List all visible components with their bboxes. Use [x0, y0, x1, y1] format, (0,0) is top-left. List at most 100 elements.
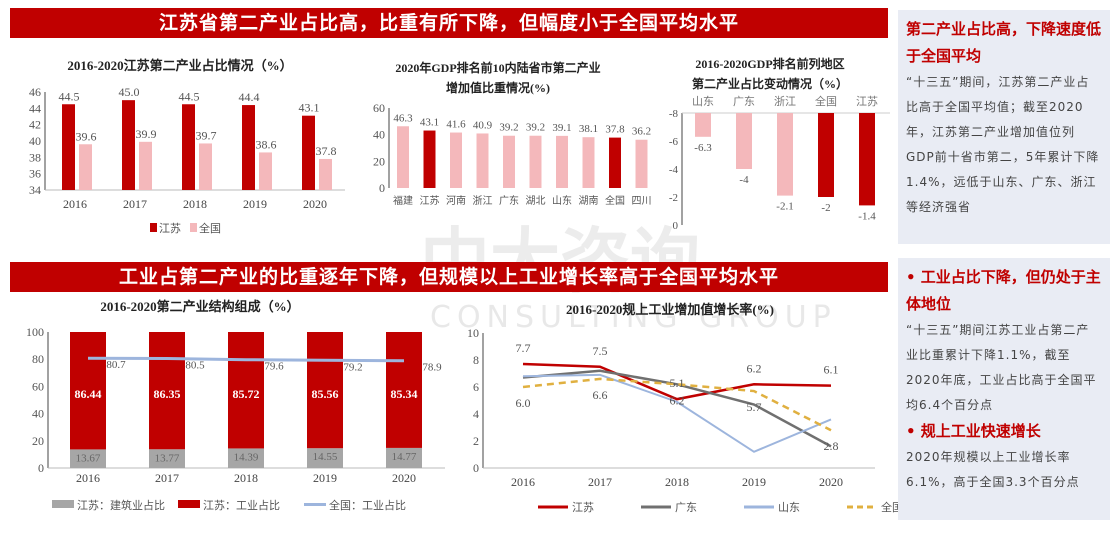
bar-全国 [319, 158, 332, 190]
x-tick-label: 江苏 [420, 194, 440, 207]
y-tick-label: 0 [673, 220, 679, 232]
x-tick-label: 湖北 [526, 195, 546, 207]
legend-label: 广东 [675, 501, 697, 514]
x-tick-label: 2020 [819, 475, 843, 489]
x-tick-label: 2019 [243, 197, 267, 211]
data-label: -1.4 [858, 210, 876, 222]
y-tick-label: 42 [29, 118, 41, 132]
data-label: 40.9 [473, 119, 493, 131]
y-tick-label: 0 [379, 181, 385, 195]
x-tick-label: 福建 [393, 194, 413, 207]
chart-industrial-growth: 2016-2020规上工业增加值增长率(%) 0 2 4 6 8 10 2016 2017 201… [467, 302, 903, 514]
x-tick-label: 2019 [742, 475, 766, 489]
x-tick-label: 广东 [499, 194, 519, 207]
y-tick-label: 8 [473, 353, 479, 367]
data-label: 37.8 [316, 144, 337, 158]
legend-label: 江苏 [159, 222, 181, 235]
x-tick-label: 浙江 [774, 95, 796, 108]
section-banner-1: 江苏省第二产业占比高，比重有所下降，但幅度小于全国平均水平 [10, 8, 888, 38]
data-label: 44.5 [59, 89, 80, 103]
data-label: 6.2 [747, 361, 762, 375]
data-label: 14.77 [392, 451, 417, 463]
bar [859, 113, 875, 206]
data-label: 85.34 [391, 387, 418, 401]
bar [556, 135, 568, 188]
bar [397, 126, 409, 188]
data-label: 14.55 [313, 451, 338, 463]
data-label: -2 [821, 202, 830, 214]
bar-全国 [79, 144, 92, 190]
data-label: 37.8 [605, 124, 625, 136]
data-label: 80.5 [185, 360, 205, 372]
legend-swatch [304, 503, 326, 506]
bar [529, 135, 542, 188]
bar-江苏 [242, 105, 255, 190]
bar-江苏 [302, 115, 315, 190]
y-tick-label: -4 [669, 164, 679, 176]
legend-label: 全国 [199, 221, 221, 235]
bar-industry [386, 332, 422, 448]
bar [609, 137, 621, 188]
chart-title: 2016-2020江苏第二产业占比情况（%） [67, 58, 292, 73]
data-label: 44.5 [179, 89, 200, 103]
y-tick-label: 60 [373, 101, 385, 115]
data-label: 79.6 [264, 361, 284, 373]
data-label: 39.6 [76, 129, 97, 143]
legend-label: 江苏：工业占比 [203, 498, 280, 512]
chart-title: 增加值比重情况(%) [446, 80, 550, 95]
y-tick-label: 6 [473, 380, 479, 394]
insight-text: “十三五”期间，江苏第二产业占比高于全国平均值；截至2020年，江苏第二产业增加… [906, 75, 1100, 214]
data-label: 13.67 [76, 452, 101, 464]
y-tick-label: 2 [473, 434, 479, 448]
x-tick-label: 山东 [552, 194, 572, 207]
x-tick-label: 2020 [392, 471, 416, 485]
bar [450, 132, 462, 188]
chart-title: 2020年GDP排名前10内陆省市第二产业 [395, 60, 600, 75]
legend-label: 全国 [881, 500, 903, 514]
x-tick-label: 四川 [632, 196, 652, 207]
y-tick-label: -2 [669, 192, 678, 204]
bar-全国 [199, 143, 212, 190]
line-山东 [522, 373, 832, 453]
data-label: 5.7 [747, 400, 762, 414]
x-tick-label: 2019 [313, 471, 337, 485]
data-label: 2.8 [824, 439, 839, 453]
legend-swatch [150, 223, 157, 232]
data-label: 78.9 [422, 362, 442, 374]
data-label: 39.9 [136, 127, 157, 141]
x-tick-label: 2018 [234, 471, 258, 485]
chart-title: 2016-2020规上工业增加值增长率(%) [566, 302, 774, 317]
data-label: 43.1 [420, 117, 439, 129]
insight-text: 2020年规模以上工业增长率6.1%，高于全国3.3个百分点 [906, 450, 1080, 489]
chart-jiangsu-secondary-share: 2016-2020江苏第二产业占比情况（%） 34 36 38 40 42 44 46 44.5… [29, 58, 345, 235]
data-label: -6.3 [694, 142, 712, 154]
y-tick-label: 36 [29, 167, 41, 181]
data-label: 45.0 [119, 85, 140, 99]
insight-panel-2: • 工业占比下降，但仍处于主体地位 “十三五”期间江苏工业占第二产业比重累计下降… [898, 258, 1110, 520]
data-label: 13.77 [155, 452, 180, 464]
data-label: 6.2 [670, 393, 685, 407]
bar-industry [228, 332, 264, 449]
y-tick-label: 40 [32, 407, 44, 421]
bar-industry [70, 332, 106, 450]
chart-title: 2016-2020GDP排名前列地区 [695, 56, 844, 71]
data-label: -2.1 [776, 201, 793, 213]
chart-secondary-structure: 2016-2020第二产业结构组成（%） 0 20 40 60 80 100 13.67 86.… [26, 299, 445, 512]
data-label: 5.1 [670, 376, 685, 390]
legend-swatch [190, 223, 197, 232]
bar [503, 135, 515, 188]
x-tick-label: 2018 [183, 197, 207, 211]
x-tick-label: 2017 [155, 471, 179, 485]
x-tick-label: 江苏 [856, 95, 878, 108]
y-tick-label: 0 [38, 461, 44, 475]
y-tick-label: 4 [473, 407, 479, 421]
y-tick-label: 38 [29, 150, 41, 164]
data-label: 39.2 [526, 122, 545, 134]
data-label: 36.2 [632, 126, 651, 138]
insight-panel-1: 第二产业占比高，下降速度低于全国平均 “十三五”期间，江苏第二产业占比高于全国平… [898, 10, 1110, 244]
data-label: 85.72 [233, 387, 260, 401]
data-label: 44.4 [239, 90, 260, 104]
bar [777, 113, 793, 196]
x-tick-label: 湖南 [579, 194, 599, 207]
